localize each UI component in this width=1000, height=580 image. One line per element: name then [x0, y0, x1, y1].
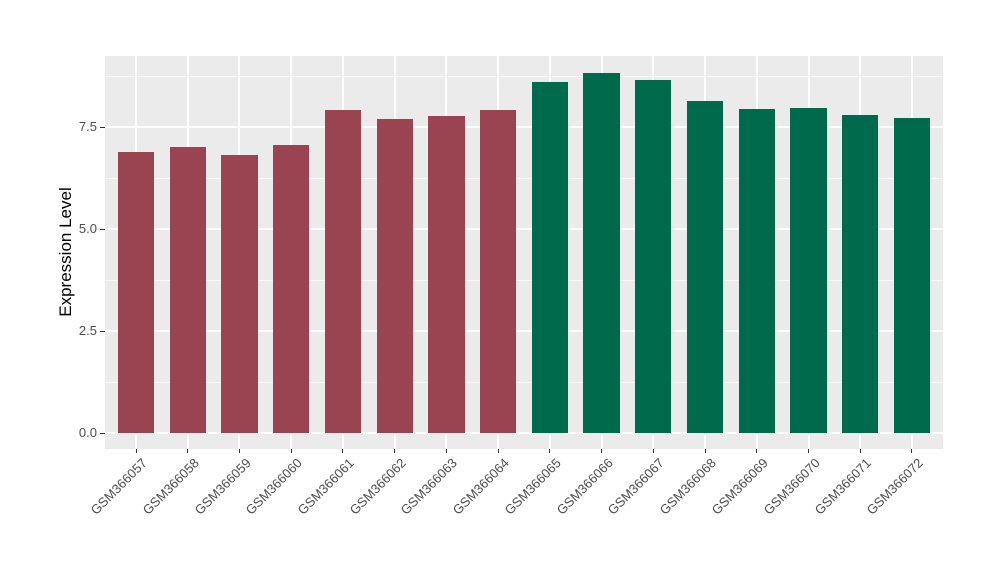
bar-GSM366061	[324, 110, 362, 433]
x-axis-tick	[445, 449, 447, 453]
bar-GSM366065	[531, 82, 568, 433]
y-tick-label: 2.5	[78, 323, 97, 338]
x-axis-tick	[394, 449, 396, 453]
y-tick-label: 7.5	[78, 119, 97, 134]
bar-GSM366064	[480, 110, 517, 433]
y-axis-tick	[100, 228, 105, 230]
gridline-minor	[105, 280, 943, 281]
x-axis-tick	[187, 449, 189, 453]
bar-GSM366070	[790, 107, 827, 433]
gridline-minor	[105, 382, 943, 383]
gridline-minor	[105, 76, 943, 77]
y-axis-title: Expression Level	[56, 187, 75, 317]
gridline-major	[105, 228, 943, 230]
bar-GSM366060	[273, 145, 310, 433]
bar-GSM366069	[738, 109, 775, 433]
x-axis-tick	[342, 449, 344, 453]
bar-GSM366062	[376, 118, 413, 433]
bar-GSM366066	[583, 73, 620, 433]
x-axis-tick	[290, 449, 292, 453]
bar-GSM366068	[686, 100, 724, 433]
x-axis-tick	[135, 449, 137, 453]
x-axis-tick	[549, 449, 551, 453]
x-axis-tick	[704, 449, 706, 453]
x-axis-tick	[652, 449, 654, 453]
x-axis-tick	[859, 449, 861, 453]
y-axis-tick	[100, 126, 105, 128]
bar-GSM366072	[893, 117, 931, 433]
bar-GSM366067	[635, 79, 672, 433]
x-axis-tick	[808, 449, 809, 453]
bar-GSM366058	[169, 146, 206, 433]
x-axis-tick	[601, 449, 603, 453]
x-axis-tick	[911, 449, 913, 453]
plot-panel	[105, 56, 943, 449]
bar-GSM366063	[428, 115, 465, 433]
gridline-minor	[105, 178, 943, 179]
x-axis-tick	[497, 449, 499, 453]
y-tick-label: 0.0	[78, 425, 97, 440]
gridline-major	[105, 432, 943, 434]
bar-GSM366059	[221, 155, 258, 433]
bar-GSM366057	[117, 151, 155, 433]
x-axis-tick	[238, 449, 240, 453]
y-tick-label: 5.0	[78, 221, 97, 236]
gridline-major	[105, 126, 943, 128]
gridline-major	[105, 330, 943, 332]
y-axis-tick	[100, 330, 105, 332]
y-axis-tick	[100, 432, 105, 434]
bar-GSM366071	[842, 115, 879, 433]
x-axis-tick	[756, 449, 758, 453]
